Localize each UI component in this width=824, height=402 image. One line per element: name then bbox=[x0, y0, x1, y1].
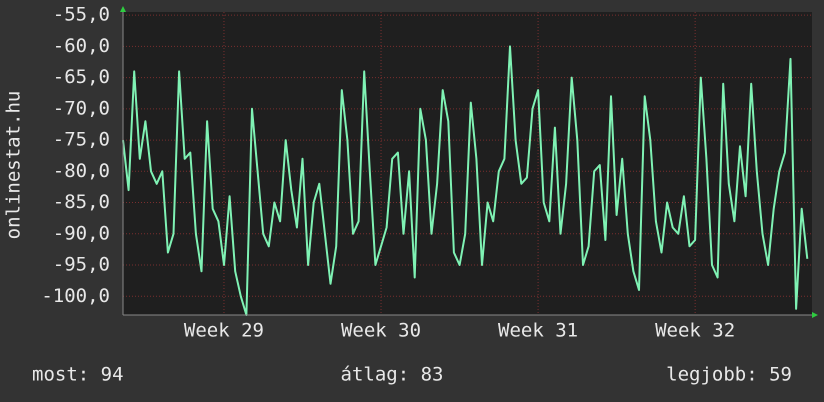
y-tick-label: -70,0 bbox=[53, 97, 110, 119]
y-tick-label: -65,0 bbox=[53, 66, 110, 88]
plot bbox=[122, 12, 812, 316]
y-tick-label: -60,0 bbox=[53, 35, 110, 57]
y-tick-label: -80,0 bbox=[53, 160, 110, 182]
footer-current: most: 94 bbox=[32, 364, 124, 386]
x-tick-label: Week 30 bbox=[341, 320, 421, 342]
y-axis-label: onlinestat.hu bbox=[3, 91, 25, 240]
footer-average: átlag: 83 bbox=[341, 364, 444, 386]
y-tick-label: -85,0 bbox=[53, 191, 110, 213]
y-tick-label: -100,0 bbox=[41, 285, 110, 307]
y-tick-label: -55,0 bbox=[53, 4, 110, 26]
y-tick-label: -90,0 bbox=[53, 222, 110, 244]
footer-best: legjobb: 59 bbox=[666, 364, 792, 386]
series-line bbox=[122, 45, 809, 316]
x-tick-label: Week 29 bbox=[184, 320, 264, 342]
y-tick-label: -95,0 bbox=[53, 254, 110, 276]
y-tick-label: -75,0 bbox=[53, 129, 110, 151]
x-arrow bbox=[812, 312, 818, 318]
x-tick-label: Week 31 bbox=[498, 320, 578, 342]
x-tick-label: Week 32 bbox=[655, 320, 735, 342]
y-arrow bbox=[120, 6, 126, 12]
